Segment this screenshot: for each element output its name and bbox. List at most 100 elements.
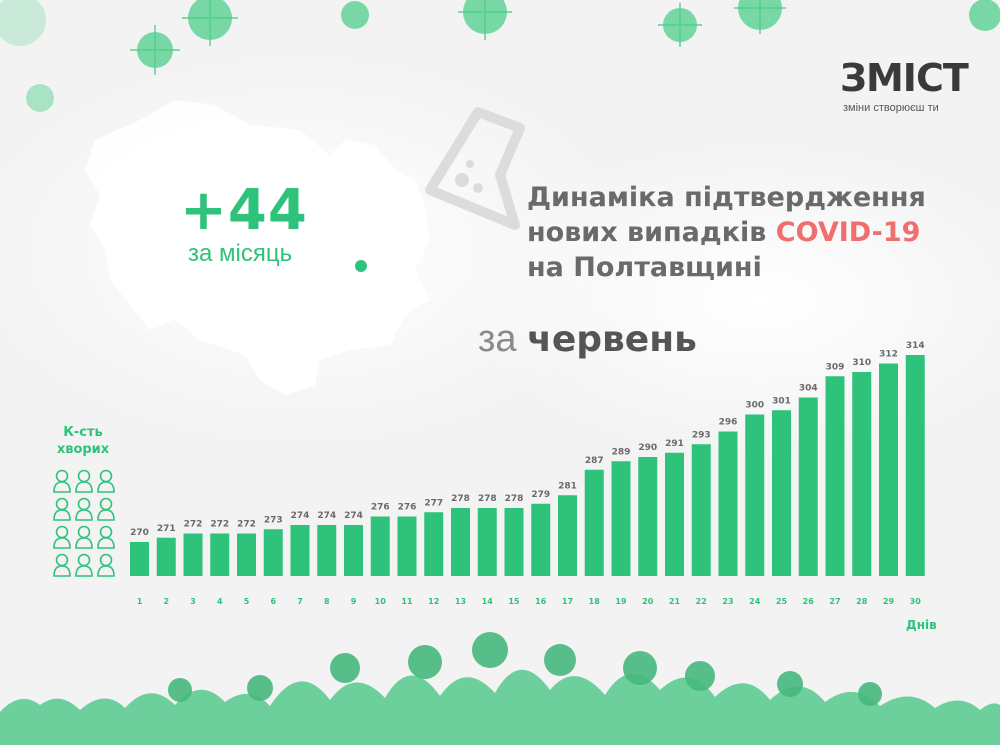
x-tick-label-25: 25 [776, 597, 788, 606]
data-label-day-17: 281 [558, 481, 577, 491]
people-icon [53, 469, 115, 577]
map-marker [355, 260, 367, 272]
data-label-day-12: 277 [424, 498, 443, 508]
data-label-day-14: 278 [478, 494, 497, 504]
title-line-1: Динаміка підтвердження [527, 182, 926, 213]
x-tick-label-13: 13 [455, 597, 466, 606]
data-label-day-21: 291 [665, 439, 684, 449]
bar-day-27 [825, 376, 845, 576]
bar-day-19 [611, 461, 631, 576]
x-tick-label-29: 29 [883, 597, 895, 606]
x-tick-label-8: 8 [324, 597, 330, 606]
bar-day-30 [905, 355, 925, 576]
x-tick-label-11: 11 [401, 597, 413, 606]
x-tick-label-19: 19 [615, 597, 627, 606]
crowd-silhouette [0, 669, 1000, 745]
bar-day-28 [852, 372, 872, 576]
x-tick-label-1: 1 [137, 597, 143, 606]
bar-day-9 [344, 525, 363, 576]
title-line-2: нових випадків COVID-19 [527, 215, 926, 250]
data-label-day-18: 287 [585, 456, 604, 466]
data-label-day-16: 279 [531, 490, 550, 500]
bar-day-24 [745, 414, 765, 576]
bar-day-26 [798, 397, 818, 576]
bar-day-22 [691, 444, 711, 576]
x-tick-label-24: 24 [749, 597, 761, 606]
data-label-day-27: 309 [826, 362, 845, 372]
bar-day-15 [504, 508, 524, 576]
period-label: за червень [478, 318, 697, 361]
x-tick-label-30: 30 [910, 597, 922, 606]
monthly-increase-label: за місяць [188, 240, 293, 267]
x-axis-label: Днів [906, 618, 937, 632]
data-label-day-22: 293 [692, 430, 711, 440]
bar-day-6 [263, 529, 283, 576]
bar-day-13 [451, 508, 470, 576]
data-label-day-6: 273 [264, 515, 283, 525]
data-label-day-4: 272 [210, 520, 229, 530]
data-label-day-30: 314 [906, 341, 925, 351]
data-label-day-11: 276 [398, 503, 417, 513]
data-label-day-13: 278 [451, 494, 470, 504]
bar-day-8 [317, 525, 337, 576]
bar-day-16 [531, 503, 551, 576]
bar-day-7 [290, 525, 310, 576]
x-tick-label-12: 12 [428, 597, 439, 606]
logo-tagline: зміни створюєш ти [843, 102, 939, 114]
x-tick-label-28: 28 [856, 597, 868, 606]
data-label-day-19: 289 [612, 447, 631, 457]
data-label-day-24: 300 [745, 401, 764, 411]
data-label-day-1: 270 [130, 528, 149, 538]
x-tick-label-3: 3 [190, 597, 196, 606]
data-label-day-10: 276 [371, 503, 390, 513]
x-tick-label-10: 10 [375, 597, 387, 606]
x-tick-label-16: 16 [535, 597, 547, 606]
y-axis-label: К-сть хворих [56, 425, 110, 457]
data-label-day-8: 274 [317, 511, 336, 521]
period-month: червень [527, 319, 697, 360]
title-line-2-prefix: нових випадків [527, 217, 776, 248]
bar-day-11 [397, 516, 417, 576]
bar-day-4 [210, 533, 230, 576]
bar-day-2 [156, 537, 176, 576]
x-tick-label-4: 4 [217, 597, 223, 606]
data-label-day-3: 272 [184, 520, 203, 530]
region-map [85, 100, 430, 395]
x-tick-label-17: 17 [562, 597, 573, 606]
chart-title: Динаміка підтвердження нових випадків CO… [527, 180, 926, 285]
x-tick-label-9: 9 [351, 597, 357, 606]
bar-day-21 [665, 452, 684, 576]
bar-day-17 [558, 495, 577, 576]
x-tick-label-6: 6 [270, 597, 276, 606]
bar-day-14 [477, 508, 497, 576]
x-tick-label-26: 26 [803, 597, 815, 606]
logo: ЗМІСТ [840, 56, 969, 100]
x-tick-label-27: 27 [829, 597, 840, 606]
bar-day-1 [130, 542, 149, 576]
data-label-day-2: 271 [157, 524, 176, 534]
bar-day-3 [183, 533, 203, 576]
bar-day-5 [237, 533, 256, 576]
data-label-day-7: 274 [291, 511, 310, 521]
data-label-day-9: 274 [344, 511, 363, 521]
monthly-increase-value: +44 [180, 178, 308, 243]
title-highlight: COVID-19 [775, 217, 921, 248]
x-tick-label-20: 20 [642, 597, 654, 606]
x-tick-label-5: 5 [244, 597, 250, 606]
bar-day-18 [584, 469, 604, 576]
x-tick-label-2: 2 [163, 597, 169, 606]
data-label-day-26: 304 [799, 384, 818, 394]
bar-day-12 [424, 512, 444, 576]
x-tick-label-15: 15 [508, 597, 520, 606]
title-line-3: на Полтавщині [527, 252, 762, 283]
period-prefix: за [478, 318, 528, 360]
x-tick-label-18: 18 [589, 597, 601, 606]
bar-day-25 [772, 410, 791, 576]
bar-day-29 [879, 363, 898, 576]
x-tick-label-21: 21 [669, 597, 681, 606]
data-label-day-28: 310 [852, 358, 871, 368]
data-label-day-15: 278 [505, 494, 524, 504]
data-label-day-25: 301 [772, 396, 791, 406]
x-tick-label-7: 7 [297, 597, 303, 606]
